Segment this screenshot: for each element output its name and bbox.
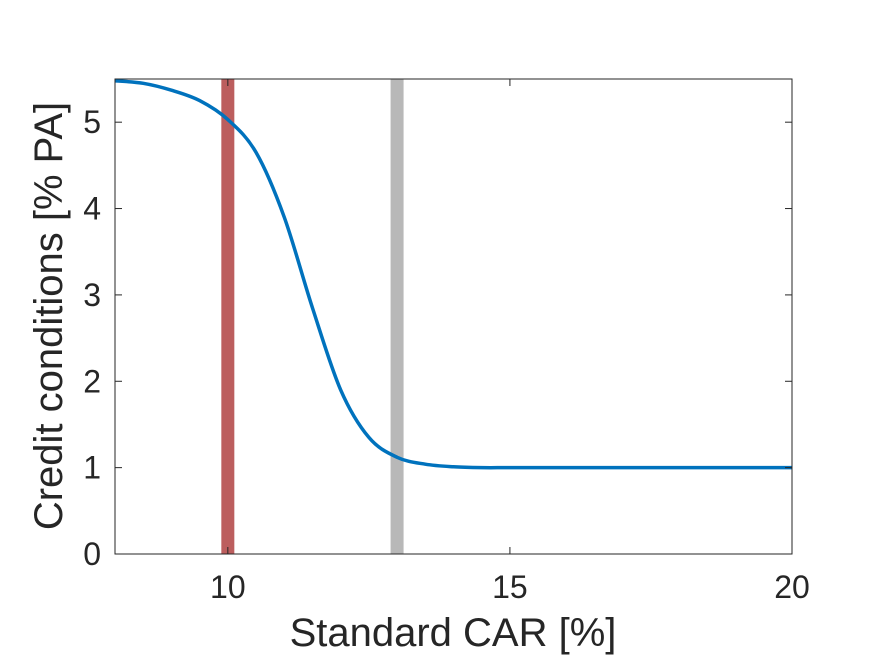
plot-area: 10 15 20 0 1 2 3 4 5 [83, 78, 810, 605]
y-tick-label: 5 [83, 104, 101, 140]
series-line-1 [114, 78, 792, 470]
y-tick-label: 2 [83, 363, 101, 399]
y-tick-label: 1 [83, 450, 101, 486]
y-axis-label: Credit conditions [% PA] [27, 102, 71, 530]
y-tick-label: 3 [83, 277, 101, 313]
x-tick-label: 15 [492, 569, 528, 605]
y-tick-label: 0 [83, 536, 101, 572]
plot-background [115, 79, 792, 554]
x-tick-label: 10 [210, 569, 246, 605]
x-tick-label: 20 [774, 569, 810, 605]
axes-box [114, 78, 793, 555]
y-tick-label: 4 [83, 191, 101, 227]
x-axis-label: Standard CAR [%] [290, 611, 617, 655]
